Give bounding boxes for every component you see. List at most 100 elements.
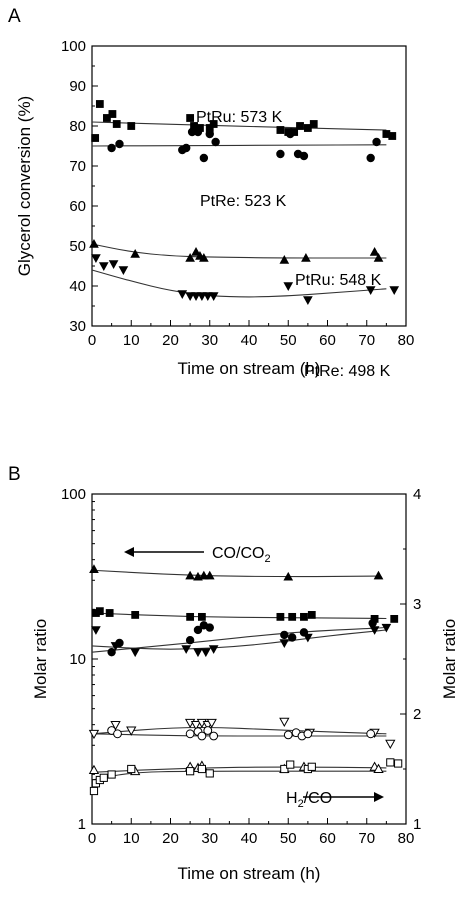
data-point-triangle-up-open [88, 764, 100, 775]
panel-a-data-points [89, 100, 400, 305]
y-tick-label: 1 [78, 816, 86, 833]
data-point-triangle-down-filled [381, 623, 392, 633]
data-point-triangle-up-filled [283, 571, 294, 581]
x-tick-label: 0 [88, 830, 96, 847]
panel-a: A 0 10 20 30 40 50 60 70 80 30 40 50 60 70 80 90 100 Ti… [8, 6, 414, 380]
data-point-triangle-up-filled [373, 253, 384, 262]
panel-b-y-label-right: Molar ratio [440, 619, 459, 699]
data-point-circle-filled [211, 137, 220, 147]
data-point-triangle-down-filled [181, 645, 192, 654]
data-point-triangle-down-filled [369, 626, 380, 635]
data-point-square-filled [303, 124, 312, 132]
data-point-triangle-down-filled [389, 286, 400, 295]
data-point-triangle-down-filled [91, 626, 101, 635]
data-point-square-open [107, 770, 116, 779]
data-point-triangle-down-filled [283, 282, 294, 291]
data-point-triangle-up-filled [199, 570, 209, 580]
data-point-circle-filled [205, 129, 214, 139]
fit-line-circle-filled [91, 144, 387, 147]
data-point-triangle-down-open [279, 717, 290, 728]
data-point-square-filled [103, 114, 111, 122]
data-point-triangle-down-open [385, 739, 396, 750]
y-tick-label: 60 [69, 198, 86, 215]
y-tick-label: 30 [69, 318, 86, 335]
x-tick-label: 20 [162, 332, 179, 349]
panel-b-y-label-left: Molar ratio [31, 619, 50, 699]
data-point-circle-filled [287, 633, 297, 642]
panel-a-y-label: Glycerol conversion (%) [15, 96, 34, 276]
data-point-triangle-up-filled [199, 253, 209, 262]
data-point-triangle-up-open [373, 763, 384, 773]
data-point-triangle-down-filled [185, 292, 195, 301]
data-point-triangle-up-filled [89, 239, 99, 248]
data-point-triangle-down-filled [279, 639, 290, 648]
annotation-co-co2-text: CO/CO2 [212, 545, 271, 565]
x-tick-label: 0 [88, 332, 96, 349]
data-point-circle-open [209, 731, 219, 741]
panel-b-x-label: Time on stream (h) [178, 864, 321, 883]
x-tick-label: 70 [358, 830, 375, 847]
data-point-triangle-down-filled [197, 292, 207, 301]
annotation-co-co2: CO/CO2 [124, 545, 271, 565]
fit-line-triangle-down-open [91, 726, 387, 735]
data-point-triangle-down-filled [91, 254, 101, 263]
data-point-triangle-down-filled [191, 292, 201, 301]
data-point-triangle-down-filled [98, 262, 109, 271]
data-point-circle-open [303, 729, 313, 739]
data-point-circle-filled [115, 139, 124, 149]
data-point-square-open [197, 764, 207, 774]
data-point-triangle-up-filled [369, 247, 380, 256]
data-point-circle-filled [205, 623, 214, 632]
data-point-square-open [127, 764, 136, 774]
data-point-circle-filled [193, 625, 203, 635]
data-point-square-filled [390, 614, 399, 623]
data-point-square-filled [276, 126, 285, 134]
x-tick-label: 80 [398, 332, 415, 349]
data-point-square-filled [300, 612, 308, 621]
annotation-h2-co-text: H2/CO [286, 790, 332, 810]
data-point-square-open [307, 762, 316, 771]
data-point-circle-open [185, 729, 195, 739]
data-point-square-filled [309, 120, 318, 128]
data-point-square-open [99, 773, 108, 782]
annotation-ptre-498: PtRe: 498 K [304, 363, 391, 380]
data-point-triangle-down-open [88, 729, 100, 740]
data-point-triangle-down-filled [303, 633, 313, 643]
fit-line-square-filled [91, 612, 387, 620]
data-point-triangle-down-filled [208, 292, 219, 301]
panel-b-fit-lines [91, 569, 387, 781]
y-tick-label: 100 [61, 38, 86, 55]
data-point-triangle-down-open [126, 726, 137, 736]
data-point-circle-filled [199, 153, 209, 163]
data-point-triangle-up-filled [185, 570, 195, 580]
data-point-triangle-down-open [110, 721, 121, 731]
data-point-triangle-down-open [190, 721, 202, 731]
fit-line-triangle-up-open [91, 766, 387, 773]
fit-line-triangle-down-filled [91, 629, 387, 650]
y-tick-label: 90 [69, 78, 86, 95]
data-point-triangle-down-filled [108, 260, 119, 269]
data-point-square-open [205, 769, 214, 778]
data-point-circle-filled [372, 137, 381, 147]
x-tick-label: 70 [358, 332, 375, 349]
data-point-square-filled [186, 612, 195, 621]
x-tick-label: 10 [123, 830, 140, 847]
data-point-square-filled [198, 612, 206, 621]
data-point-circle-open [366, 729, 376, 739]
annotation-ptru-573: PtRu: 573 K [196, 109, 283, 126]
data-point-circle-filled [107, 647, 116, 657]
y-tick-label: 40 [69, 278, 86, 295]
annotation-ptre-523: PtRe: 523 K [200, 193, 287, 210]
data-point-circle-open [203, 726, 213, 735]
x-tick-label: 30 [201, 830, 218, 847]
annotation-h2-co: H2/CO [286, 790, 384, 810]
data-point-triangle-down-filled [202, 292, 213, 301]
fit-line-circle-open [91, 733, 387, 737]
data-point-square-filled [296, 122, 304, 130]
y-right-tick-label: 3 [413, 596, 421, 613]
data-point-square-open [394, 759, 403, 768]
data-point-triangle-down-filled [130, 648, 141, 658]
y-tick-label: 100 [61, 486, 86, 503]
data-point-square-filled [105, 609, 114, 617]
data-point-square-filled [95, 607, 104, 616]
